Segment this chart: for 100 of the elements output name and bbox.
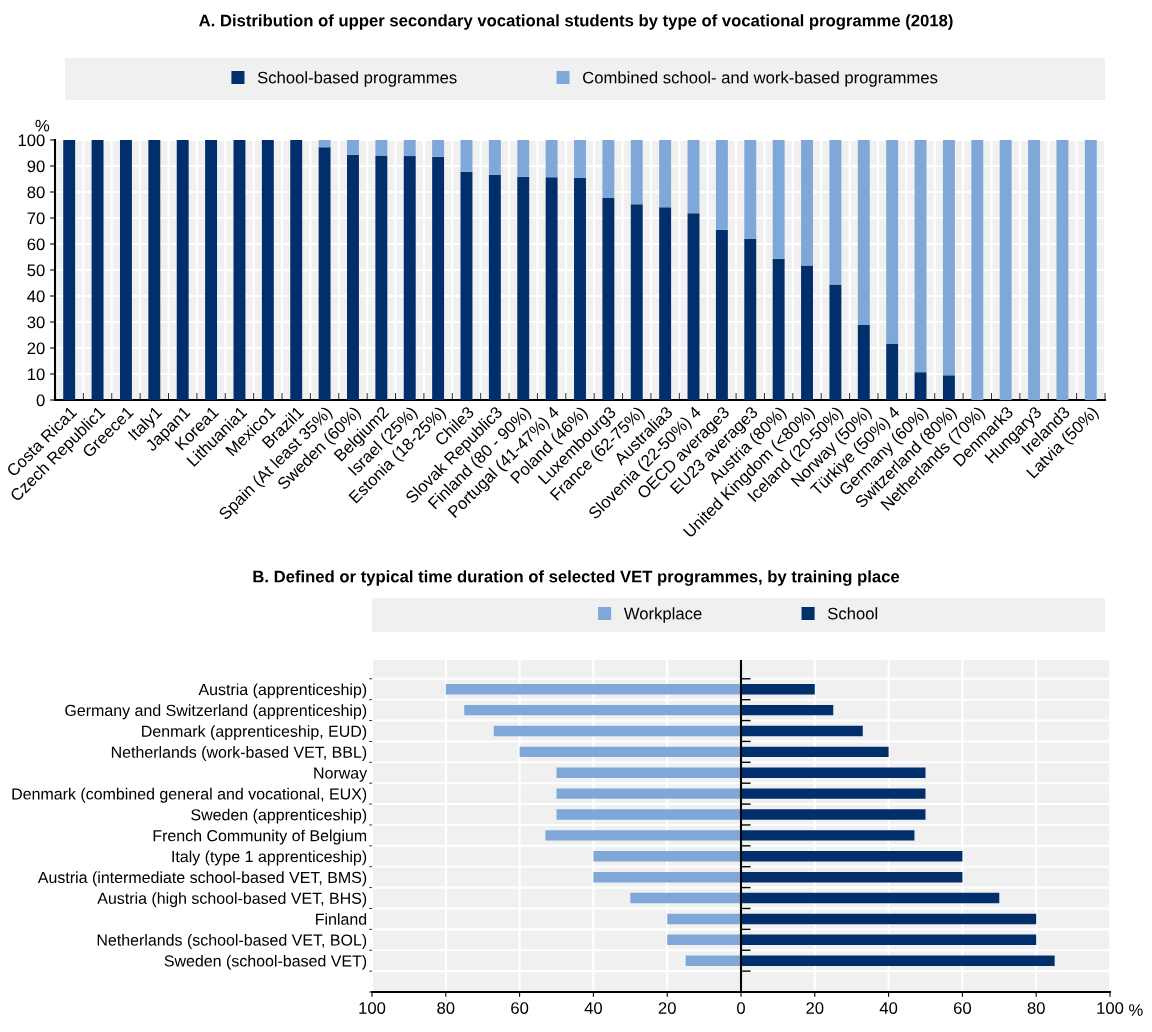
bar [205,140,218,400]
x-axis-title: % [1129,1004,1143,1016]
x-tick-label: 0 [737,1002,745,1014]
bar [687,213,700,400]
bar [347,154,359,400]
y-tick-label: 0 [36,394,45,407]
y-tick-label: Netherlands (work-based VET, BBL) [111,746,367,761]
bar [602,140,615,198]
y-tick-label: Norway [314,767,368,782]
y-tick-label: 80 [27,186,45,199]
x-tick-label: 100 [359,1002,386,1014]
bar [801,265,813,400]
bar [741,725,863,737]
bar [741,809,926,820]
bar [556,809,741,820]
bar [464,704,741,716]
bar [460,171,473,400]
bar [999,140,1012,400]
bar [857,140,870,326]
bar [741,746,889,758]
bar [630,140,643,205]
bar [772,258,785,400]
bar [772,140,785,259]
bar [445,684,741,695]
x-tick-label: 60 [953,1002,972,1014]
bar [290,140,303,400]
bar [857,325,870,400]
bar [432,156,445,400]
bar [574,140,586,178]
bar [574,177,586,400]
legend-label: School [827,607,878,620]
bar [261,140,274,400]
bar [829,284,842,400]
bar [63,140,76,400]
bar [630,204,643,400]
bar [233,140,246,400]
bar [942,140,955,376]
y-tick-label: 70 [27,212,45,225]
bar [375,140,388,156]
bar [801,140,813,266]
y-tick-label: 90 [27,160,45,173]
bar [741,934,1037,946]
bar [741,788,926,799]
y-tick-label: 40 [27,290,45,303]
y-tick-label: Finland [316,913,367,925]
bar [176,140,189,400]
bar [403,156,416,400]
x-tick-label: 80 [1027,1002,1045,1014]
x-tick-label: 100 [1097,1002,1124,1014]
legend-label: School-based programmes [257,71,457,87]
bar [886,343,899,400]
y-tick-label: 60 [27,238,45,251]
bar [667,913,741,925]
bar [667,934,741,946]
x-tick-label: 40 [584,1002,603,1014]
y-tick-label: 100 [18,134,45,147]
bar [715,140,728,230]
bar [659,207,672,400]
bar [517,140,530,177]
bar [971,140,984,400]
bar [318,147,331,400]
bar [460,140,473,172]
bar [148,140,161,400]
bar [741,767,926,778]
bar [886,140,899,344]
x-tick-label: 80 [437,1002,455,1014]
bar [556,767,741,778]
bar [741,684,815,695]
y-tick-label: 30 [27,316,45,329]
bar [741,830,915,841]
y-tick-label: Denmark (combined general and vocational, EUX) [12,787,367,803]
bar [829,140,842,285]
bar [545,830,741,841]
bar [914,372,927,400]
bar [659,140,672,208]
x-tick-label: 60 [511,1002,529,1014]
bar [556,788,741,799]
y-tick-label: 20 [27,342,45,355]
bar [488,140,501,175]
y-tick-label: Germany and Switzerland (apprenticeship) [65,704,367,720]
bar [744,140,757,239]
bar [942,375,955,400]
bar [1084,140,1097,400]
bar [715,229,728,400]
bar [602,197,615,400]
bar [519,746,741,758]
bar [741,851,963,862]
y-tick-label: Italy (type 1 apprenticeship) [172,850,367,866]
bar [744,238,757,400]
y-tick-label: French Community of Belgium [153,829,367,845]
bar [375,155,388,400]
y-tick-label: Sweden (apprenticeship) [191,808,367,824]
bar [493,725,741,737]
y-tick-label: Austria (apprenticeship) [198,683,367,699]
bar [488,174,501,400]
bar [593,871,741,883]
bar [741,955,1055,966]
y-tick-label: Denmark (apprenticeship, EUD) [142,725,367,741]
bar [741,704,834,716]
bar [91,140,104,400]
